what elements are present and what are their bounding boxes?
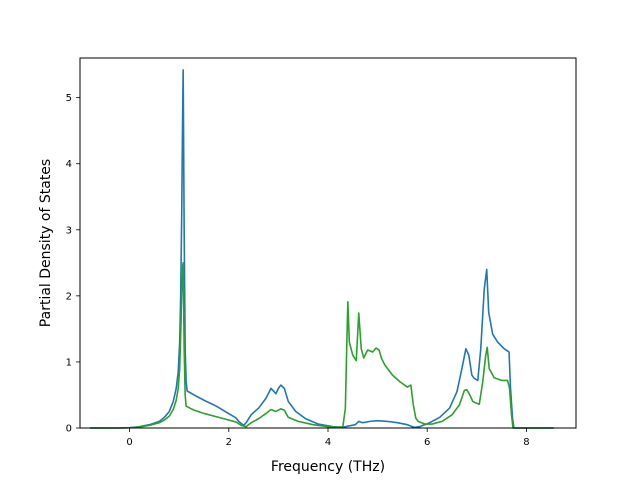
y-tick-label: 3	[66, 225, 72, 236]
series-layer	[89, 69, 554, 429]
x-tick-label: 8	[523, 437, 529, 448]
y-tick-label: 4	[66, 159, 72, 170]
y-tick-label: 5	[66, 93, 72, 104]
x-tick-label: 4	[325, 437, 331, 448]
x-tick-label: 6	[424, 437, 430, 448]
x-axis: 0 2 4 6 8	[126, 428, 530, 448]
x-axis-label: Frequency (THz)	[271, 459, 385, 475]
y-axis: 0 1 2 3 4 5	[66, 93, 80, 435]
series-line-2	[89, 262, 554, 429]
x-tick-label: 0	[126, 437, 132, 448]
y-tick-label: 1	[66, 357, 72, 368]
y-tick-label: 2	[66, 291, 72, 302]
x-tick-label: 2	[226, 437, 232, 448]
y-axis-label: Partial Density of States	[38, 159, 54, 327]
y-tick-label: 0	[66, 424, 72, 435]
series-line-1	[89, 69, 554, 429]
